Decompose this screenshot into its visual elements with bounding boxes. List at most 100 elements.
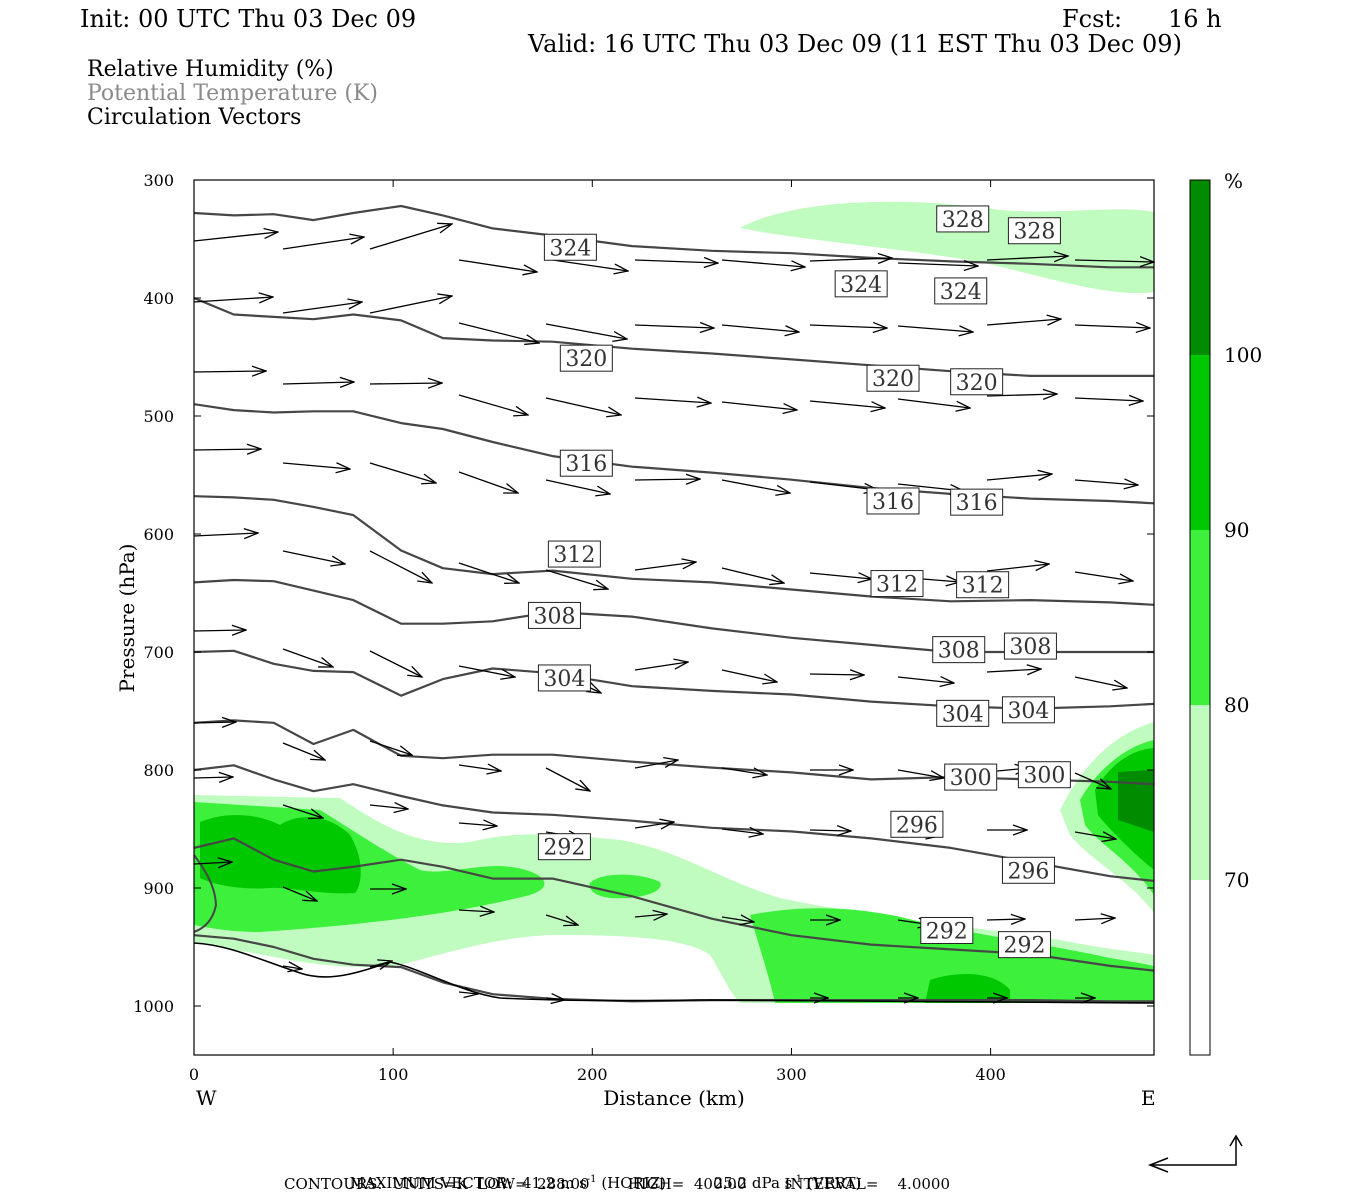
wind-vector [1074,832,1116,839]
plot-frame [193,179,1155,1056]
theta-label: 308 [938,639,980,664]
wind-vector [369,805,408,809]
y-tick-label: 800 [143,761,174,780]
wind-vector [545,914,578,925]
theta-contour-296 [194,837,1154,972]
wind-vector [721,324,799,332]
wind-vector [809,325,887,328]
wind-vector [282,648,333,667]
x-axis-east-label: E [1141,1086,1156,1110]
forecast-hour: 16 h [1168,5,1222,33]
wind-vector [634,260,718,263]
wind-vector [1074,918,1115,920]
wind-vector [282,237,364,250]
x-axis-west-label: W [196,1086,217,1110]
theta-contour-316 [194,495,1154,606]
max-vector-label: MAXIMUM VECTOR: [349,1174,513,1192]
x-tick-label: 0 [189,1065,199,1084]
wind-vector [721,259,805,267]
wind-vector [721,567,784,583]
colorbar: % 100 90 80 70 [1189,169,1262,1056]
rh-80-region-lower-right [750,908,1154,1003]
wind-vector [721,768,767,775]
wind-vector [458,765,501,771]
horiz-tag: (HORIZ) [601,1174,667,1192]
wind-vector [1074,772,1111,789]
theta-label: 300 [950,766,992,791]
wind-vector [193,371,266,372]
theta-label-box [537,664,591,692]
wind-vector [458,910,494,912]
x-tick-label: 100 [378,1065,409,1084]
theta-label-box [890,810,944,838]
colorbar-band-70-80 [1190,705,1210,880]
theta-label: 316 [956,491,998,516]
theta-label: 292 [543,836,585,861]
theta-label-box [920,916,974,944]
wind-vector [986,564,1049,572]
wind-vector [721,401,797,410]
valid-time: Valid: 16 UTC Thu 03 Dec 09 (11 EST Thu … [528,30,1182,58]
wind-vector [193,449,261,450]
theta-label-box [950,488,1004,516]
wind-vector [193,862,232,864]
theta-label-box [537,833,591,861]
wind-vector [458,471,518,493]
y-tick-label: 700 [143,643,174,662]
x-tick-label: 300 [776,1065,807,1084]
wind-vector [634,822,674,828]
terrain-left-edge [193,854,218,933]
theta-label-box [934,277,988,305]
theta-label: 312 [962,574,1004,599]
contours-info: CONTOURS: UNITS=K LOW= 288.00 HIGH= 400.… [284,1175,950,1193]
wind-vector [282,886,317,901]
theta-label: 300 [1023,764,1065,789]
wind-vector [1074,325,1150,328]
colorbar-band-90-100 [1190,355,1210,530]
wind-vector [369,224,452,250]
init-time: Init: 00 UTC Thu 03 Dec 09 [80,5,417,33]
field-potential-temperature: Potential Temperature (K) [87,81,378,106]
theta-contour-320 [194,403,1154,505]
wind-vector [1074,398,1143,401]
theta-label-box [1001,696,1055,724]
theta-label-box [956,571,1010,599]
theta-label-box [950,368,1004,396]
colorbar-band-80-90 [1190,530,1210,705]
theta-label-box [527,601,581,629]
wind-vector [721,917,754,922]
wind-vector [809,258,892,261]
wind-vector [1074,260,1154,262]
wind-vector [458,394,528,415]
max-vector-line: MAXIMUM VECTOR: 41.2 m s-1 (HORIZ) 25.2 … [340,1156,862,1192]
theta-label: 328 [942,208,984,233]
theta-label: 292 [1003,934,1045,959]
circulation-vectors [193,224,1154,1000]
wind-vector [634,760,678,769]
theta-label-box [997,931,1051,959]
wind-vector [634,662,688,671]
wind-vector [545,323,627,339]
max-vector-vert: 25.2 dPa s [713,1174,793,1192]
theta-label-box [559,449,613,477]
theta-label-box [559,344,613,372]
wind-vector [282,302,362,314]
wind-vector [458,259,537,272]
wind-vector [282,463,350,469]
colorbar-label-80: 80 [1224,693,1249,717]
wind-vector [193,722,236,723]
terrain-line [194,942,1154,1004]
colorbar-label-90: 90 [1224,518,1249,542]
theta-label-box [936,205,990,233]
wind-vector [369,296,452,314]
theta-label: 296 [896,813,938,838]
wind-vector [458,322,539,343]
max-vector-horiz: 41.2 m s [521,1174,587,1192]
theta-label-box [1003,632,1057,660]
wind-vector [1074,571,1133,581]
wind-vector [545,998,565,1000]
wind-vector [1074,480,1138,485]
theta-label: 324 [940,280,982,305]
theta-label-box [543,233,597,261]
wind-vector [193,777,233,778]
